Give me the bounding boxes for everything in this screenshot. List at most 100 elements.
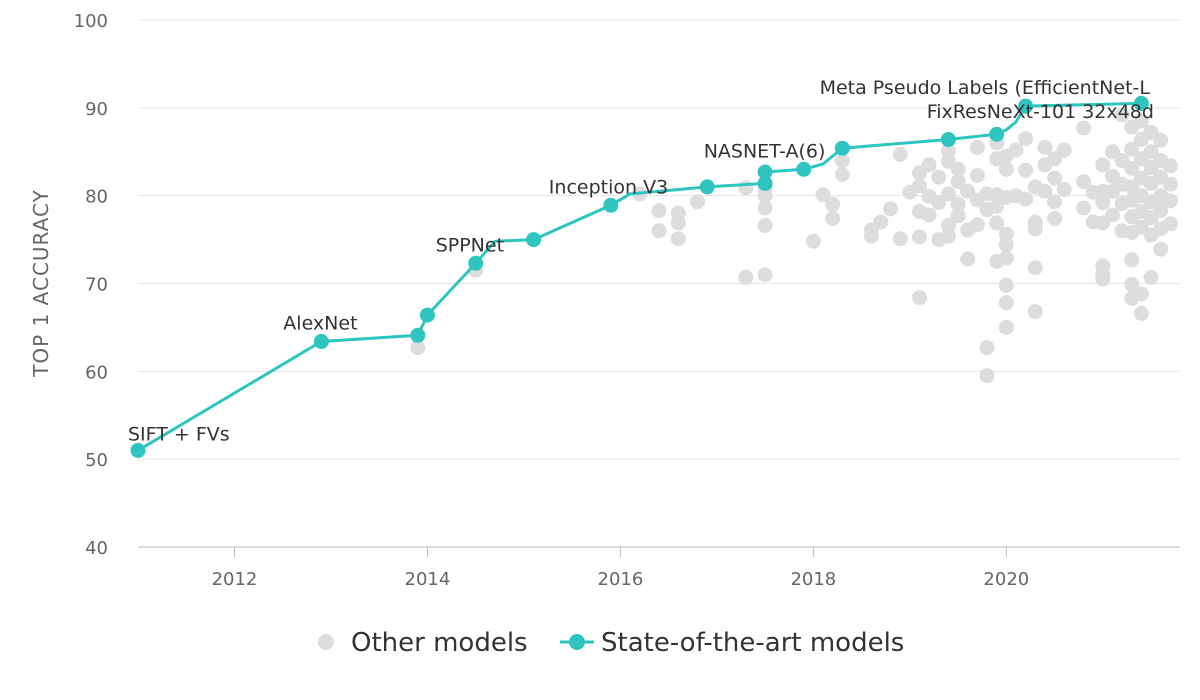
other-model-point[interactable] [892, 146, 908, 162]
other-model-point[interactable] [1162, 216, 1178, 232]
legend-other-label[interactable]: Other models [351, 628, 528, 658]
other-model-point[interactable] [651, 203, 667, 219]
other-model-point[interactable] [757, 200, 773, 216]
other-model-point[interactable] [1018, 162, 1034, 178]
legend-sota-label[interactable]: State-of-the-art models [601, 628, 904, 658]
sota-model-point[interactable] [468, 255, 484, 271]
other-model-point[interactable] [960, 251, 976, 267]
sota-model-point[interactable] [313, 334, 329, 349]
other-model-point[interactable] [912, 178, 927, 194]
legend-sota-marker[interactable] [569, 634, 585, 650]
other-model-point[interactable] [1162, 193, 1178, 209]
other-model-point[interactable] [1124, 179, 1140, 195]
other-model-point[interactable] [950, 161, 966, 177]
other-model-point[interactable] [690, 194, 706, 210]
other-model-point[interactable] [940, 228, 956, 244]
other-model-point[interactable] [815, 187, 831, 203]
other-model-point[interactable] [921, 157, 937, 173]
other-model-point[interactable] [1133, 113, 1149, 129]
other-model-point[interactable] [950, 174, 966, 190]
other-model-point[interactable] [825, 196, 841, 212]
other-model-point[interactable] [1124, 141, 1140, 157]
other-model-point[interactable] [1056, 142, 1072, 158]
other-model-point[interactable] [931, 169, 947, 185]
sota-model-point[interactable] [1018, 98, 1034, 114]
other-model-point[interactable] [1047, 211, 1063, 226]
other-model-point[interactable] [979, 368, 995, 384]
other-model-point[interactable] [1114, 107, 1130, 123]
other-model-point[interactable] [1124, 160, 1140, 176]
other-model-point[interactable] [950, 196, 966, 212]
other-model-point[interactable] [1095, 195, 1111, 211]
other-model-point[interactable] [1133, 286, 1149, 302]
other-model-point[interactable] [940, 143, 956, 159]
other-model-point[interactable] [892, 231, 908, 247]
other-model-point[interactable] [989, 215, 1005, 231]
other-model-point[interactable] [950, 208, 966, 224]
other-model-point[interactable] [969, 139, 985, 155]
sota-model-point[interactable] [1133, 95, 1149, 111]
other-model-point[interactable] [1027, 304, 1043, 320]
other-model-point[interactable] [1095, 271, 1111, 287]
other-model-point[interactable] [1037, 139, 1053, 155]
sota-model-point[interactable] [834, 140, 850, 156]
other-model-point[interactable] [1133, 305, 1149, 321]
other-model-point[interactable] [1037, 183, 1053, 199]
other-model-point[interactable] [1153, 132, 1169, 148]
other-model-point[interactable] [1018, 191, 1034, 207]
other-model-point[interactable] [1162, 176, 1178, 192]
other-model-point[interactable] [1027, 221, 1043, 237]
other-model-point[interactable] [1153, 203, 1169, 219]
other-model-point[interactable] [738, 180, 754, 196]
other-model-point[interactable] [912, 290, 927, 306]
other-model-point[interactable] [1056, 182, 1072, 197]
other-model-point[interactable] [873, 214, 889, 230]
other-model-point[interactable] [998, 277, 1014, 293]
other-model-point[interactable] [1076, 120, 1091, 136]
sota-model-point[interactable] [940, 132, 956, 147]
other-model-point[interactable] [960, 183, 976, 199]
sota-model-point[interactable] [989, 126, 1005, 142]
other-model-point[interactable] [757, 267, 773, 283]
other-model-point[interactable] [1018, 131, 1034, 147]
other-model-point[interactable] [1105, 207, 1120, 223]
other-model-point[interactable] [989, 198, 1005, 214]
other-model-point[interactable] [1008, 142, 1024, 158]
other-model-point[interactable] [1105, 144, 1120, 160]
other-model-point[interactable] [921, 207, 937, 223]
other-model-point[interactable] [1095, 157, 1111, 173]
other-model-point[interactable] [834, 167, 850, 183]
other-model-point[interactable] [998, 319, 1014, 335]
other-model-point[interactable] [883, 201, 899, 217]
other-model-point[interactable] [738, 269, 754, 285]
other-model-point[interactable] [1047, 170, 1063, 186]
other-model-point[interactable] [825, 211, 841, 226]
other-model-point[interactable] [998, 226, 1014, 242]
other-model-point[interactable] [1143, 144, 1159, 160]
other-model-point[interactable] [969, 168, 985, 183]
other-model-point[interactable] [931, 195, 947, 211]
other-model-point[interactable] [998, 295, 1014, 311]
other-model-point[interactable] [834, 153, 850, 168]
sota-model-point[interactable] [603, 197, 619, 213]
other-model-point[interactable] [1076, 200, 1091, 216]
other-model-point[interactable] [912, 229, 927, 245]
other-model-point[interactable] [1047, 151, 1063, 167]
other-model-point[interactable] [940, 186, 956, 202]
other-model-point[interactable] [1076, 174, 1091, 190]
other-model-point[interactable] [410, 340, 426, 356]
other-model-point[interactable] [757, 218, 773, 233]
other-model-point[interactable] [1047, 194, 1063, 210]
other-model-point[interactable] [805, 233, 821, 249]
sota-model-point[interactable] [796, 161, 812, 177]
other-model-point[interactable] [1153, 241, 1169, 257]
sota-model-point[interactable] [699, 179, 715, 195]
other-model-point[interactable] [940, 218, 956, 233]
other-model-point[interactable] [863, 228, 879, 244]
other-model-point[interactable] [1124, 276, 1140, 292]
legend-other-marker[interactable] [318, 634, 334, 650]
other-model-point[interactable] [670, 215, 686, 231]
other-model-point[interactable] [1143, 269, 1159, 285]
sota-model-point[interactable] [410, 327, 426, 343]
other-model-point[interactable] [979, 340, 995, 356]
